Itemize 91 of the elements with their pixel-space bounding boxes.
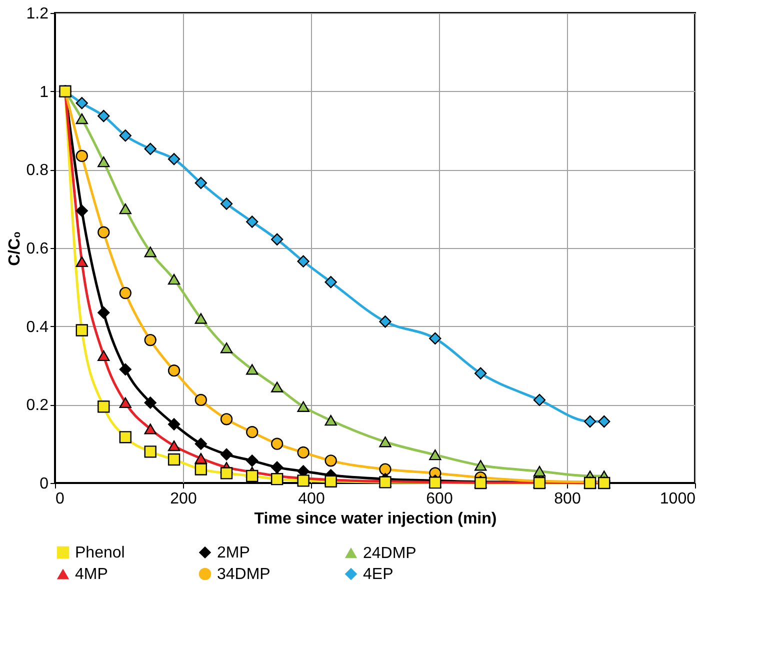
point (271, 233, 284, 246)
point (168, 274, 180, 285)
x-tick-label: 0 (56, 490, 64, 508)
point (144, 246, 156, 258)
point (271, 473, 284, 486)
point (324, 276, 337, 288)
x-tick-label: 1000 (660, 490, 696, 508)
point (297, 446, 310, 459)
point (144, 142, 156, 155)
y-axis-title: C/C₀ (6, 231, 24, 266)
point (76, 204, 88, 217)
point (76, 324, 88, 336)
y-tick-label: 1 (40, 84, 49, 101)
point (220, 467, 233, 480)
point (168, 453, 180, 466)
point (220, 198, 233, 210)
point (533, 394, 546, 406)
point (474, 367, 487, 380)
point (144, 334, 156, 346)
point (474, 460, 487, 471)
point (119, 397, 132, 408)
point (584, 415, 596, 428)
point (98, 350, 110, 362)
point (598, 415, 610, 428)
point (119, 286, 132, 300)
y-tick-label: 0.2 (26, 397, 49, 414)
point (98, 226, 110, 238)
point (98, 156, 110, 168)
x-tick-label: 400 (298, 490, 325, 508)
point (168, 418, 180, 430)
point (168, 153, 180, 166)
point (76, 97, 88, 110)
y-tick-label: 1.2 (26, 6, 49, 22)
point (246, 470, 258, 482)
point (271, 461, 284, 474)
point (271, 438, 284, 450)
point (194, 394, 207, 406)
point (220, 413, 233, 426)
point (429, 449, 442, 460)
y-tick-label: 0.8 (26, 162, 49, 180)
point (168, 364, 180, 377)
legend-label: 24DMP (363, 544, 416, 562)
point (246, 426, 258, 438)
point (119, 130, 132, 142)
point (194, 463, 207, 476)
point (194, 438, 207, 450)
point (379, 436, 392, 448)
x-axis-title: Time since water injection (min) (254, 510, 497, 528)
point (297, 255, 310, 268)
point (324, 414, 337, 426)
point (220, 448, 233, 460)
x-tick-label: 200 (170, 490, 197, 508)
point (324, 475, 337, 488)
point (324, 454, 337, 467)
point (379, 463, 392, 476)
point (119, 431, 132, 444)
legend-label: 4MP (75, 566, 108, 583)
legend-label: 34DMP (217, 566, 270, 583)
point (194, 176, 207, 190)
point (98, 306, 110, 319)
point (194, 313, 207, 324)
point (98, 110, 110, 122)
point (119, 363, 132, 376)
point (119, 203, 132, 214)
point (98, 400, 110, 413)
point (144, 424, 156, 434)
point (76, 256, 88, 268)
y-tick-label: 0 (40, 476, 49, 492)
legend-label: Phenol (75, 544, 125, 562)
point (144, 446, 156, 458)
point (76, 150, 88, 162)
point (297, 401, 310, 412)
point (246, 454, 258, 467)
legend-label: 2MP (217, 544, 250, 562)
point (379, 316, 392, 328)
y-tick-label: 0.6 (26, 240, 49, 258)
legend-label: 4EP (363, 566, 394, 583)
point (246, 216, 258, 228)
point (429, 332, 442, 345)
y-tick-label: 0.4 (26, 318, 49, 336)
point (271, 382, 284, 392)
point (194, 452, 207, 464)
point (76, 113, 88, 124)
x-tick-label: 800 (554, 490, 581, 508)
point (246, 364, 258, 375)
point (168, 440, 180, 452)
x-tick-label: 600 (426, 490, 453, 508)
point (144, 396, 156, 409)
point (533, 466, 546, 477)
point (220, 342, 233, 354)
point (297, 474, 310, 487)
